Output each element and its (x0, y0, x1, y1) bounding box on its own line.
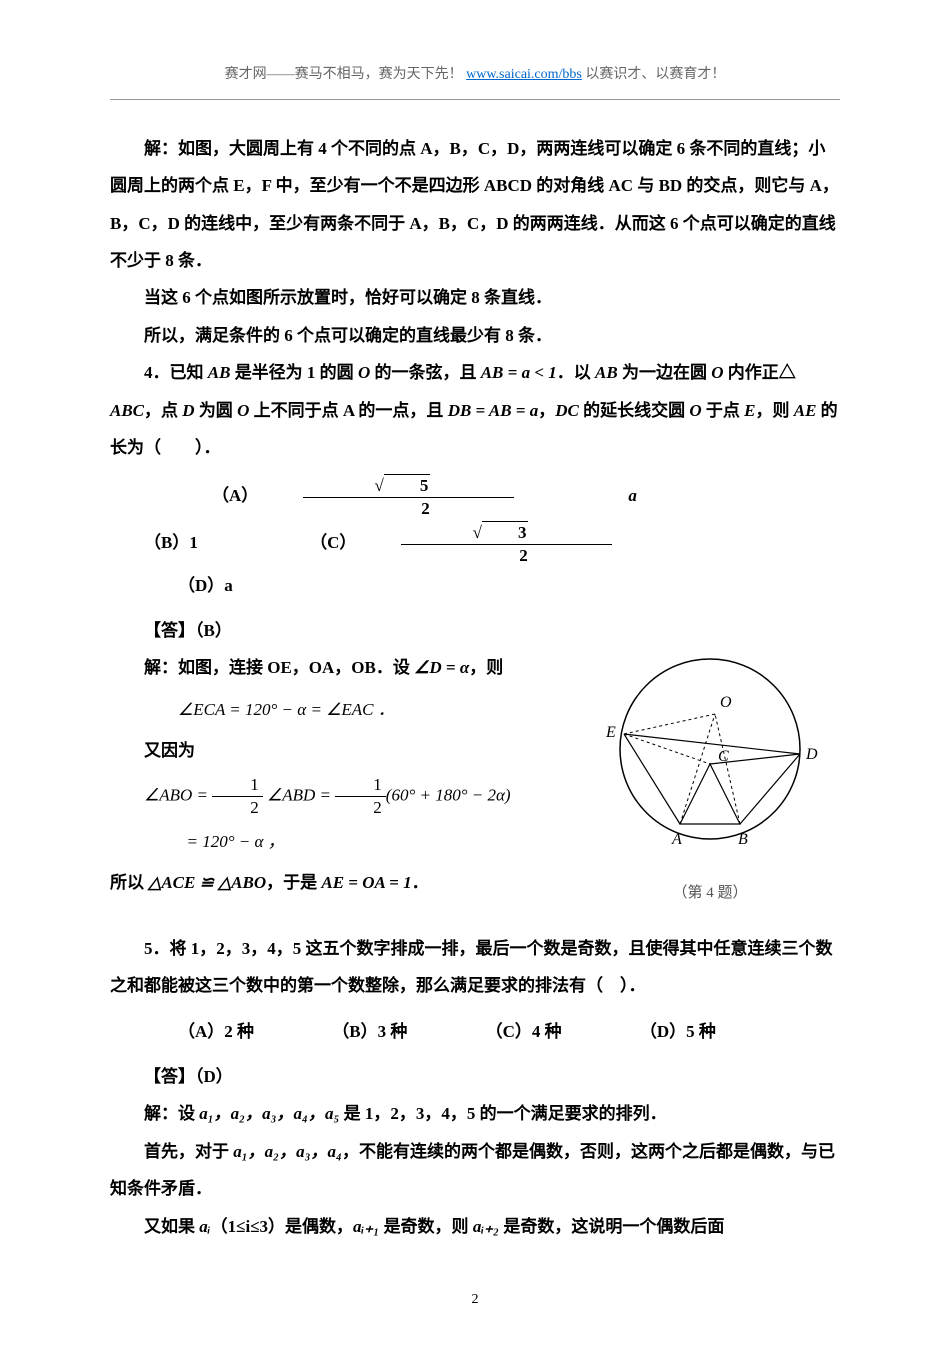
header-link[interactable]: www.saicai.com/bbs (466, 67, 582, 82)
page-number: 2 (110, 1285, 840, 1316)
q5-solution-line1: 解：设 a₁，a₂，a₃，a₄，a₅ 是 1，2，3，4，5 的一个满足要求的排… (110, 1095, 840, 1132)
q5-solution-line2: 首先，对于 a₁，a₂，a₃，a₄，不能有连续的两个都是偶数，否则，这两个之后都… (110, 1133, 840, 1208)
q5-option-b: （B）3 种 (298, 1013, 407, 1050)
label-c: C (718, 748, 729, 765)
page-content: 赛才网——赛马不相马，赛为天下先！ www.saicai.com/bbs 以赛识… (0, 0, 950, 1356)
circle-diagram: O E C D A B (590, 649, 830, 859)
label-b: B (738, 831, 748, 848)
option-b: （B）1 (110, 524, 198, 561)
q5-option-c: （C）4 种 (452, 1013, 562, 1050)
option-a: （A） 52a (144, 474, 677, 520)
label-d: D (805, 746, 818, 763)
question-5-answer: 【答】（D） (110, 1058, 840, 1095)
question-4-stem: 4．已知 AB 是半径为 1 的圆 O 的一条弦，且 AB = a < 1．以 … (110, 354, 840, 466)
figure-4-caption: （第 4 题） (580, 877, 840, 910)
q5-solution-line3: 又如果 aᵢ（1≤i≤3）是偶数，aᵢ₊₁ 是奇数，则 aᵢ₊₂ 是奇数，这说明… (110, 1208, 840, 1245)
label-a: A (671, 831, 682, 848)
solution-paragraph-3: 所以，满足条件的 6 个点可以确定的直线最少有 8 条． (110, 317, 840, 354)
option-c: （C） 32 (242, 521, 692, 567)
solution-paragraph-2: 当这 6 个点如图所示放置时，恰好可以确定 8 条直线． (110, 279, 840, 316)
label-e: E (605, 724, 616, 741)
q5-option-d: （D）5 种 (606, 1013, 716, 1050)
q5-option-a: （A）2 种 (144, 1013, 254, 1050)
question-5-options: （A）2 种 （B）3 种 （C）4 种 （D）5 种 (110, 1013, 840, 1050)
question-4-answer: 【答】（B） (110, 612, 840, 649)
question-4-solution-block: O E C D A B （第 4 题） 解：如图，连接 OE，OA，OB．设 ∠… (110, 649, 840, 901)
header-right: 以赛识才、以赛育才！ (585, 67, 725, 82)
header-left: 赛才网——赛马不相马，赛为天下先！ (225, 67, 463, 82)
question-5-stem: 5．将 1，2，3，4，5 这五个数字排成一排，最后一个数是奇数，且使得其中任意… (110, 930, 840, 1005)
figure-4: O E C D A B （第 4 题） (580, 649, 840, 909)
label-o: O (720, 694, 732, 711)
option-d: （D）a (110, 567, 273, 604)
page-header: 赛才网——赛马不相马，赛为天下先！ www.saicai.com/bbs 以赛识… (110, 60, 840, 100)
question-4-options: （A） 52a （B）1 （C） 32 （D）a (110, 474, 840, 604)
solution-paragraph-1: 解：如图，大圆周上有 4 个不同的点 A，B，C，D，两两连线可以确定 6 条不… (110, 130, 840, 280)
